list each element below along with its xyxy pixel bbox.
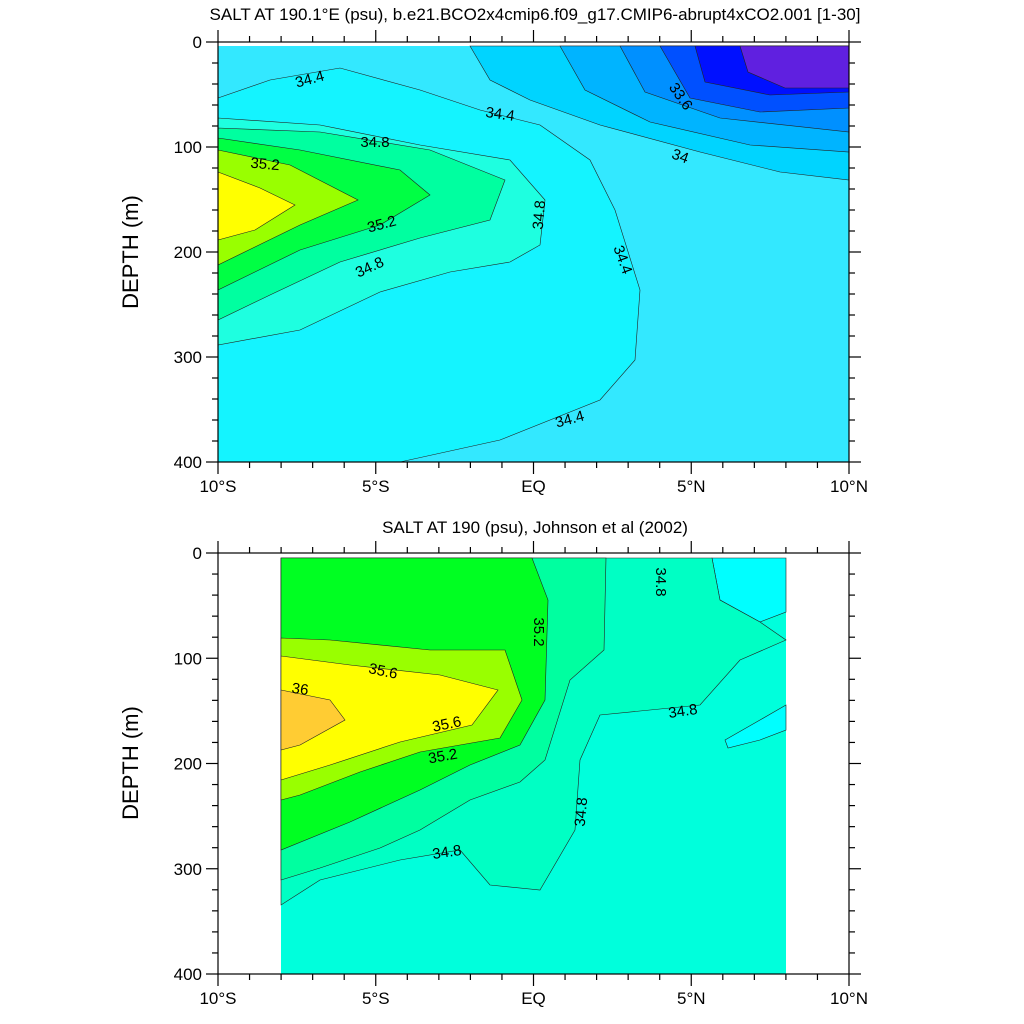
contour-fills-top [217,45,850,463]
x-tick-label: 10°N [830,989,868,1008]
contour-label: 34.8 [530,200,549,231]
chart-title: SALT AT 190.1°E (psu), b.e21.BCO2x4cmip6… [210,5,861,24]
contour-label: 35.6 [367,660,399,683]
y-tick-label: 400 [174,965,202,984]
fill-band [280,689,346,751]
y-tick-label: 100 [174,138,202,157]
y-tick-label: 100 [174,649,202,668]
contour-label: 34.4 [554,407,587,431]
y-tick-label: 300 [174,860,202,879]
contour-label: 34.8 [431,842,462,863]
y-tick-label: 0 [193,544,202,563]
contour-fills-bottom [280,557,787,974]
x-tick-label: 10°S [199,989,236,1008]
x-tick-label: 5°N [677,477,706,496]
contour-label: 34.8 [572,797,591,828]
y-axis-label: DEPTH (m) [118,706,143,820]
x-tick-label: EQ [521,477,546,496]
contour-label: 34 [669,146,690,168]
y-tick-label: 300 [174,348,202,367]
contour-label: 34.4 [294,67,327,91]
y-tick-label: 0 [193,33,202,52]
fill-band [724,704,787,749]
x-tick-label: 5°N [677,989,706,1008]
contour-label: 35.2 [427,746,459,768]
contour-label: 35.2 [530,617,547,646]
fill-band [280,655,499,781]
contour-label: 36 [291,680,310,699]
x-tick-label: 10°S [199,477,236,496]
y-tick-label: 400 [174,453,202,472]
chart-title: SALT AT 190 (psu), Johnson et al (2002) [382,518,688,537]
x-tick-label: 10°N [830,477,868,496]
contour-label: 35.2 [366,212,399,236]
y-tick-label: 200 [174,243,202,262]
x-tick-label: EQ [521,989,546,1008]
x-tick-label: 5°S [362,989,390,1008]
x-tick-label: 5°S [362,477,390,496]
contour-label: 34.8 [360,134,389,151]
contour-label: 34.8 [652,567,669,596]
fill-band [739,45,850,89]
contour-label: 34.4 [484,104,515,125]
contour-label: 35.2 [250,155,281,174]
y-tick-label: 200 [174,755,202,774]
y-axis-label: DEPTH (m) [118,195,143,309]
contour-label: 35.6 [431,713,463,736]
contour-label: 34.8 [667,701,698,722]
